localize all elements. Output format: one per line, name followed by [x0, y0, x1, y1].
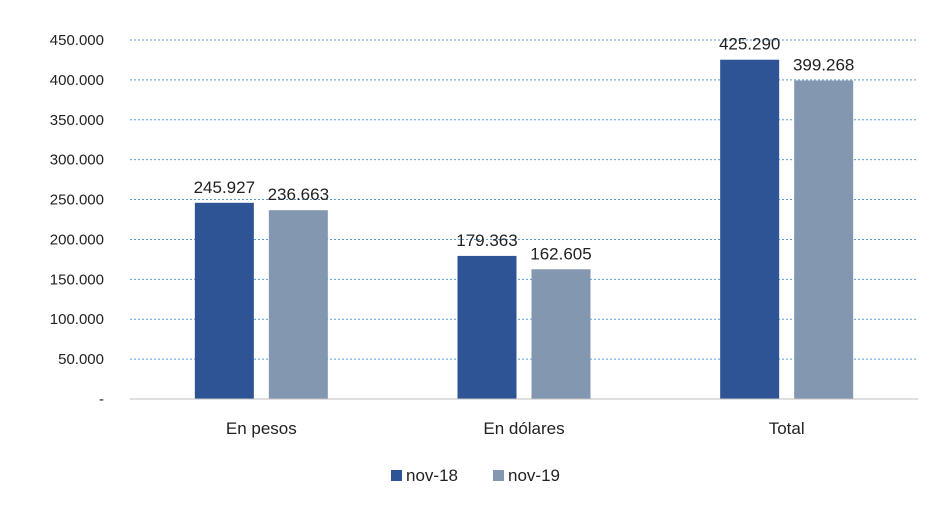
y-tick-label: 50.000 [58, 351, 104, 368]
y-tick-label: 450.000 [50, 32, 104, 49]
y-tick-label: 100.000 [50, 311, 104, 328]
data-label: 245.927 [194, 178, 255, 197]
y-tick-label: 300.000 [50, 152, 104, 169]
legend-label: nov-18 [406, 466, 458, 485]
data-label: 179.363 [456, 231, 517, 250]
y-tick-label: - [99, 391, 104, 408]
legend-swatch [493, 470, 504, 481]
data-labels: 245.927 236.663 179.363 162.605 425.290 399.2… [194, 35, 855, 264]
legend-swatch [391, 470, 402, 481]
data-label: 236.663 [268, 185, 329, 204]
y-tick-label: 250.000 [50, 192, 104, 209]
x-axis-tick-labels: En pesos En dólares Total [226, 419, 805, 438]
bar-nov-18-0 [194, 202, 254, 399]
data-label: 399.268 [793, 55, 854, 74]
gridlines [130, 39, 918, 360]
y-tick-label: 350.000 [50, 112, 104, 129]
x-tick-label: En pesos [226, 419, 297, 438]
y-tick-label: 150.000 [50, 271, 104, 288]
legend-label: nov-19 [508, 466, 560, 485]
data-label: 425.290 [719, 35, 780, 54]
bar-nov-19-2 [794, 80, 854, 399]
bar-nov-18-2 [720, 59, 780, 400]
data-label: 162.605 [530, 244, 591, 263]
bar-nov-18-1 [457, 255, 517, 399]
legend: nov-18 nov-19 [391, 466, 560, 485]
y-axis-tick-labels: - 50.000 100.000 150.000 200.000 250.000 300.0… [50, 32, 104, 408]
bars [194, 59, 854, 400]
x-tick-label: En dólares [483, 419, 564, 438]
bar-nov-19-1 [531, 269, 591, 399]
y-tick-label: 400.000 [50, 72, 104, 89]
y-tick-label: 200.000 [50, 231, 104, 248]
bar-nov-19-0 [268, 210, 328, 399]
x-tick-label: Total [769, 419, 805, 438]
